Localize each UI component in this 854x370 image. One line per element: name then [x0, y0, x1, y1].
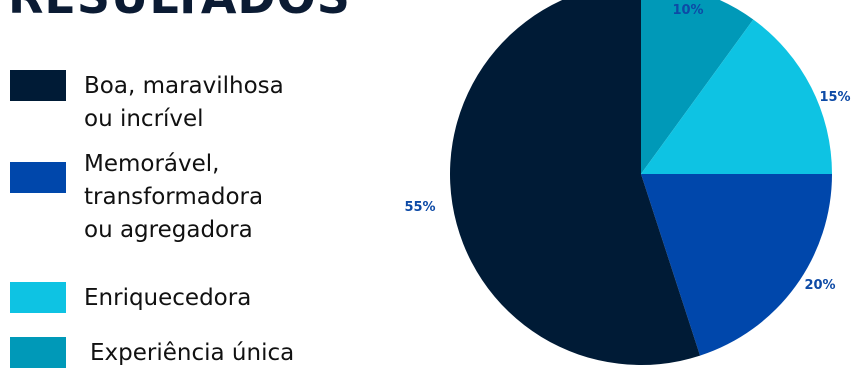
legend-label-memoravel: Memorável, transformadora ou agregadora [84, 151, 264, 243]
slice-enriquecedora [641, 19, 832, 175]
legend-item-enriquecedora: Enriquecedora [10, 282, 251, 315]
legend-label-enriquecedora: Enriquecedora [84, 285, 252, 311]
legend-label-experiencia: Experiência única [90, 340, 295, 366]
slice-memoravel [641, 174, 832, 356]
legend-swatch-boa [10, 70, 66, 101]
legend-swatch-enriquecedora [10, 282, 66, 313]
value-label-55: 55% [404, 200, 435, 215]
legend-label-boa: Boa, maravilhosa ou incrível [84, 73, 284, 132]
legend-item-boa: Boa, maravilhosa ou incrível [10, 70, 284, 136]
value-label-15: 15% [819, 90, 850, 105]
value-label-10: 10% [672, 3, 703, 18]
legend: Boa, maravilhosa ou incrível Memorável, … [0, 0, 420, 370]
legend-swatch-experiencia [10, 337, 66, 368]
legend-item-memoravel: Memorável, transformadora ou agregadora [10, 148, 263, 247]
legend-swatch-memoravel [10, 162, 66, 193]
pie-slices [450, 0, 832, 365]
value-label-20: 20% [804, 278, 835, 293]
chart-title: RESULTADOS [8, 0, 351, 24]
legend-item-experiencia: Experiência única [10, 337, 294, 370]
slice-experiencia [641, 0, 754, 174]
slice-boa [450, 0, 701, 365]
